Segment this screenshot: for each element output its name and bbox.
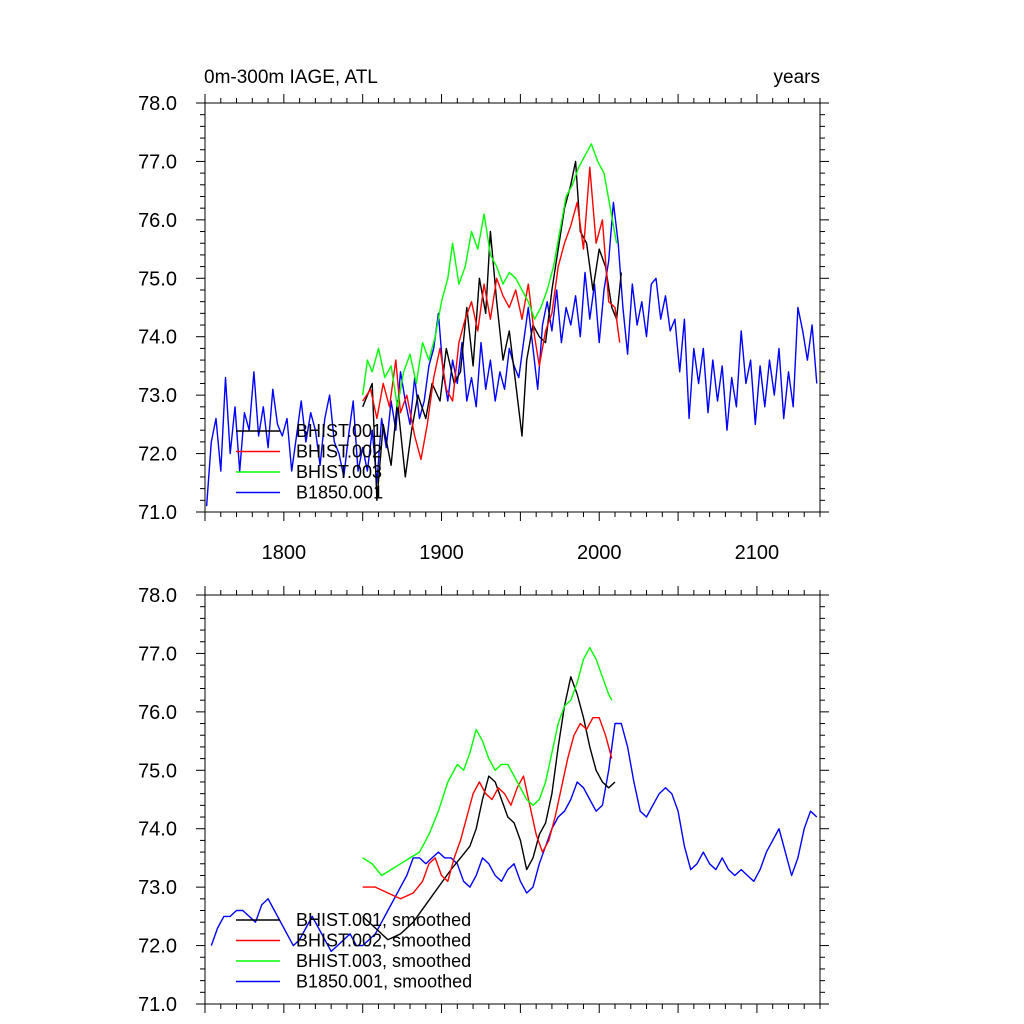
series-line-b1850-001: [205, 201, 818, 507]
bottom-panel: 71.0 72.0 73.0 74.0 75.0 76.0 77.0 78.0 BHIST.00…: [138, 585, 829, 1016]
series-line-bhist-003: [362, 143, 618, 408]
series-line-bhist-001: [362, 160, 622, 501]
y-tick-label: 76.0: [138, 210, 177, 232]
x-tick-label: 2000: [577, 542, 622, 564]
y-tick-label: 77.0: [138, 643, 177, 665]
x-tick-label: 2100: [735, 542, 780, 564]
series-line-bhist-003-smoothed: [362, 646, 613, 877]
y-tick-label: 73.0: [138, 385, 177, 407]
y-tick-label: 71.0: [138, 994, 177, 1016]
y-tick-label: 78.0: [138, 93, 177, 115]
chart-units-label: years: [774, 67, 820, 88]
legend-label: B1850.001: [296, 483, 383, 503]
axis-ticks: [196, 586, 829, 1013]
y-tick-label: 77.0: [138, 151, 177, 173]
y-tick-label: 71.0: [138, 502, 177, 524]
x-tick-label: 1900: [419, 542, 464, 564]
legend-label: BHIST.002, smoothed: [296, 931, 471, 951]
y-tick-label: 76.0: [138, 702, 177, 724]
series-line-bhist-002: [362, 166, 621, 461]
x-tick-label: 1800: [262, 542, 307, 564]
y-tick-label: 72.0: [138, 444, 177, 466]
legend-label: BHIST.001: [296, 421, 382, 441]
y-tick-label: 74.0: [138, 327, 177, 349]
chart-title: 0m-300m IAGE, ATL: [204, 67, 378, 88]
axis-ticks: [196, 94, 829, 521]
legend-label: BHIST.002: [296, 442, 382, 462]
legend-label: BHIST.001, smoothed: [296, 910, 471, 930]
series-line-b1850-001-smoothed: [210, 722, 818, 953]
plot-frame: [204, 102, 821, 513]
y-tick-label: 78.0: [138, 585, 177, 607]
legend-label: BHIST.003: [296, 462, 382, 482]
y-tick-label: 75.0: [138, 760, 177, 782]
y-tick-label: 73.0: [138, 877, 177, 899]
y-tick-label: 72.0: [138, 936, 177, 958]
legend-label: B1850.001, smoothed: [296, 972, 472, 992]
series-line-bhist-001-smoothed: [362, 676, 616, 941]
y-tick-label: 75.0: [138, 268, 177, 290]
legend-label: BHIST.003, smoothed: [296, 951, 471, 971]
y-tick-label: 74.0: [138, 819, 177, 841]
top-panel: 71.0 72.0 73.0 74.0 75.0 76.0 77.0 78.0 1800 1900…: [138, 93, 829, 564]
series-line-bhist-002-smoothed: [362, 717, 613, 900]
plot-frame: [204, 594, 821, 1005]
